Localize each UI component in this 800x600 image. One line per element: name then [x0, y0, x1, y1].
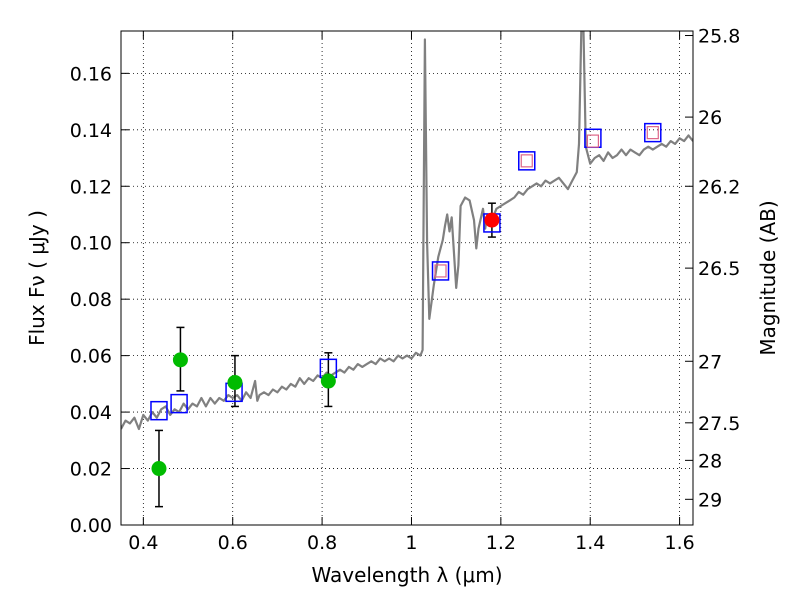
- right-tick-label: 26.5: [698, 258, 740, 280]
- observed-point-red: [484, 212, 500, 228]
- model-photometry-inner-square: [646, 126, 659, 140]
- right-axis-label: Magnitude (AB): [756, 200, 780, 355]
- y-tick-label: 0.14: [70, 120, 112, 142]
- observed-point-green: [320, 373, 336, 389]
- model-spectrum-line: [121, 31, 693, 431]
- x-tick-label: 0.6: [218, 532, 248, 554]
- y-tick-label: 0.10: [70, 233, 112, 255]
- x-axis-label: Wavelength λ (μm): [311, 563, 502, 587]
- x-tick-label: 1: [405, 532, 417, 554]
- axis-ticks: 0.4 0.6 0.8 1 1.2 1.4 1.6 0.00 0.02 0.04 0.06 0.08 0…: [70, 26, 741, 554]
- x-tick-label: 0.8: [307, 532, 337, 554]
- y-tick-label: 0.00: [70, 515, 112, 537]
- grid: [121, 31, 693, 525]
- observed-point-green: [151, 461, 167, 477]
- right-tick-label: 26: [698, 107, 722, 129]
- y-tick-label: 0.16: [70, 63, 112, 85]
- model-photometry-square: [150, 400, 168, 421]
- right-tick-label: 26.2: [698, 176, 740, 198]
- model-photometry-square: [644, 122, 662, 143]
- model-photometry-square: [431, 261, 450, 281]
- right-tick-label: 27.5: [698, 413, 740, 435]
- model-photometry-inner-square: [520, 154, 533, 168]
- model-photometry-inner-square: [586, 134, 600, 148]
- right-tick-label: 29: [698, 489, 722, 511]
- y-tick-label: 0.02: [70, 459, 112, 481]
- x-tick-label: 0.4: [128, 532, 158, 554]
- y-tick-label: 0.08: [70, 289, 112, 311]
- model-photometry-square: [518, 151, 536, 171]
- x-tick-label: 1.2: [486, 532, 516, 554]
- y-tick-label: 0.06: [70, 346, 112, 368]
- x-tick-label: 1.6: [664, 532, 694, 554]
- model-photometry-square: [170, 393, 188, 414]
- observed-point-green: [227, 374, 243, 390]
- y-axis-label: Flux Fν ( μJy ): [25, 210, 49, 346]
- right-tick-label: 28: [698, 450, 722, 472]
- y-tick-label: 0.04: [70, 402, 112, 424]
- observed-point-green: [172, 352, 188, 368]
- x-tick-label: 1.4: [575, 532, 605, 554]
- error-bars: [154, 202, 496, 508]
- data-points: [150, 122, 662, 477]
- model-spectrum: [121, 31, 693, 431]
- right-tick-label: 25.8: [698, 26, 740, 48]
- plot-frame: [120, 30, 694, 526]
- right-tick-label: 27: [698, 351, 722, 373]
- model-photometry-inner-square: [434, 264, 447, 278]
- y-tick-label: 0.12: [70, 176, 112, 198]
